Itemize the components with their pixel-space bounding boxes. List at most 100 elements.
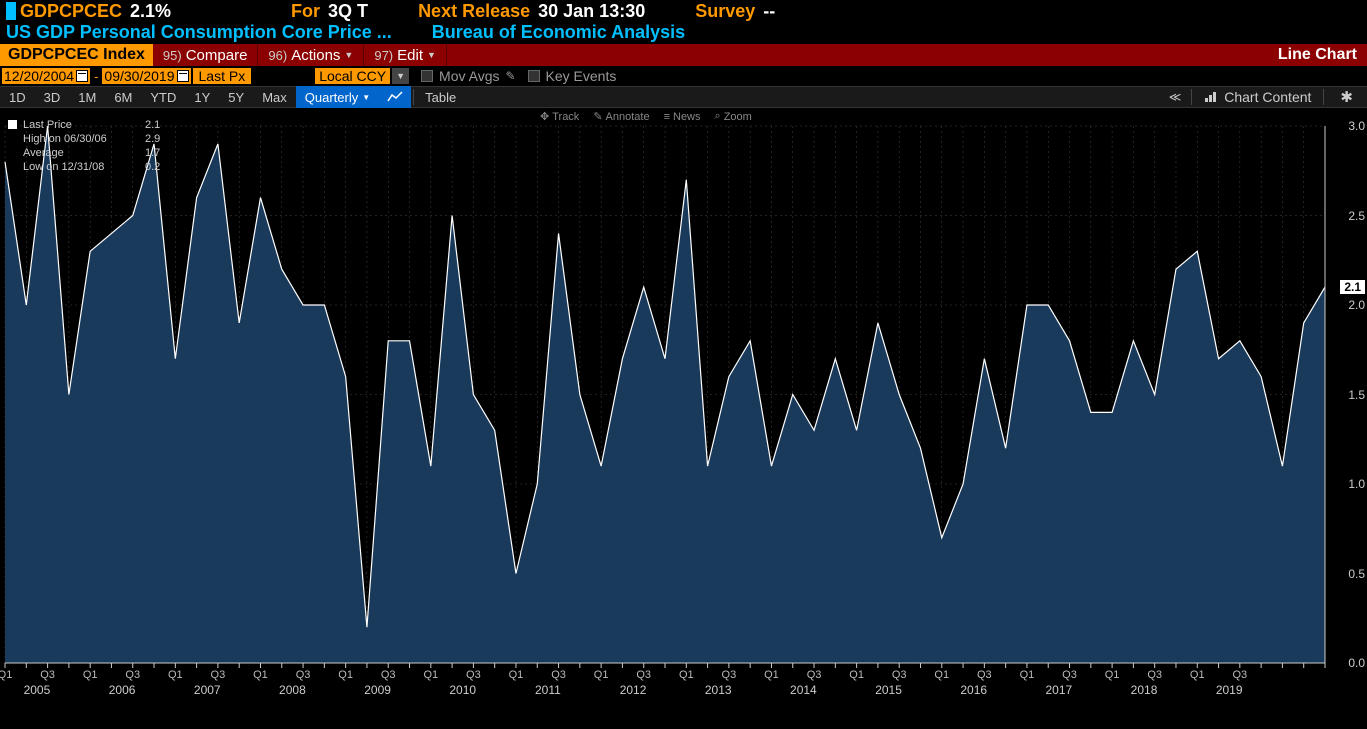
x-quarter-label: Q3 — [1062, 669, 1077, 681]
key-events-checkbox[interactable] — [528, 70, 540, 82]
x-quarter-label: Q1 — [168, 669, 183, 681]
chevron-down-icon[interactable]: ▼ — [392, 68, 409, 84]
x-quarter-label: Q3 — [722, 669, 737, 681]
range-6m[interactable]: 6M — [105, 86, 141, 108]
x-quarter-label: Q3 — [466, 669, 481, 681]
x-year-label: 2010 — [449, 683, 476, 697]
legend-avg-val: 1.7 — [139, 146, 160, 160]
x-quarter-label: Q1 — [338, 669, 353, 681]
key-events-label: Key Events — [542, 68, 621, 84]
index-badge[interactable]: GDPCPCEC Index — [0, 44, 153, 66]
survey-label: Survey — [695, 1, 755, 22]
track-button[interactable]: ✥Track — [540, 110, 579, 123]
x-quarter-label: Q3 — [381, 669, 396, 681]
x-year-label: 2016 — [960, 683, 987, 697]
y-tick-label: 3.0 — [1348, 119, 1365, 133]
crosshair-icon: ✥ — [540, 110, 549, 123]
chart-view-button[interactable] — [379, 86, 411, 108]
edit-label: Edit — [397, 47, 423, 64]
range-5y[interactable]: 5Y — [219, 86, 253, 108]
actions-button[interactable]: 96) Actions ▼ — [258, 44, 364, 66]
collapse-button[interactable]: ≪ — [1161, 90, 1190, 104]
legend-last-price-label: Last Price — [23, 118, 133, 132]
y-tick-label: 1.5 — [1348, 388, 1365, 402]
x-year-label: 2018 — [1131, 683, 1158, 697]
description-text: US GDP Personal Consumption Core Price .… — [6, 22, 392, 42]
x-quarter-label: Q1 — [1020, 669, 1035, 681]
x-quarter-label: Q3 — [1147, 669, 1162, 681]
range-1y[interactable]: 1Y — [185, 86, 219, 108]
chevron-down-icon: ▼ — [344, 50, 353, 60]
currency-text: Local CCY — [319, 68, 386, 84]
ticker-value: 2.1% — [130, 1, 171, 22]
edit-button[interactable]: 97) Edit ▼ — [364, 44, 447, 66]
chart-content-button[interactable]: Chart Content — [1194, 89, 1321, 105]
legend-low-label: Low on 12/31/08 — [23, 160, 133, 174]
header-row-2: US GDP Personal Consumption Core Price .… — [0, 22, 1367, 44]
calendar-icon — [76, 70, 88, 82]
x-quarter-label: Q3 — [40, 669, 55, 681]
x-year-label: 2015 — [875, 683, 902, 697]
range-ytd[interactable]: YTD — [141, 86, 185, 108]
x-year-label: 2012 — [620, 683, 647, 697]
x-quarter-label: Q3 — [977, 669, 992, 681]
range-quarterly[interactable]: Quarterly▼ — [296, 86, 379, 108]
compare-num: 95) — [163, 48, 182, 63]
x-quarter-label: Q1 — [509, 669, 524, 681]
chevron-down-icon: ▼ — [362, 93, 370, 102]
compare-button[interactable]: 95) Compare — [153, 44, 259, 66]
date-from-input[interactable]: 12/20/2004 — [2, 68, 90, 84]
x-quarter-label: Q1 — [679, 669, 694, 681]
x-year-label: 2017 — [1046, 683, 1073, 697]
chart-type-label[interactable]: Line Chart — [1268, 44, 1367, 66]
zoom-button[interactable]: ⌕Zoom — [715, 110, 752, 123]
range-bar: 1D3D1M6MYTD1Y5YMaxQuarterly▼ Table ≪ Cha… — [0, 86, 1367, 108]
x-quarter-label: Q1 — [253, 669, 268, 681]
currency-select[interactable]: Local CCY — [315, 68, 390, 84]
ticker-symbol: GDPCPCEC — [20, 1, 122, 22]
news-icon: ≡ — [664, 111, 670, 123]
legend-low-val: 0.2 — [139, 160, 160, 174]
news-button[interactable]: ≡News — [664, 110, 701, 123]
price-field-select[interactable]: Last Px — [193, 68, 252, 84]
legend-low: Low on 12/31/08 0.2 — [8, 160, 160, 174]
chart-area[interactable]: ✥Track ✎Annotate ≡News ⌕Zoom Last Price … — [0, 108, 1367, 707]
y-tick-label: 0.0 — [1348, 656, 1365, 670]
x-year-label: 2009 — [364, 683, 391, 697]
date-to-text: 09/30/2019 — [104, 68, 174, 84]
chart-icon — [1204, 91, 1218, 103]
legend-avg-label: Average — [23, 146, 133, 160]
date-to-input[interactable]: 09/30/2019 — [102, 68, 190, 84]
range-max[interactable]: Max — [253, 86, 296, 108]
for-label: For — [291, 1, 320, 22]
x-quarter-label: Q1 — [1190, 669, 1205, 681]
x-year-label: 2014 — [790, 683, 817, 697]
actions-label: Actions — [291, 47, 340, 64]
survey-value: -- — [763, 1, 775, 22]
table-button[interactable]: Table — [416, 86, 465, 108]
x-quarter-label: Q1 — [423, 669, 438, 681]
x-quarter-label: Q3 — [296, 669, 311, 681]
x-quarter-label: Q1 — [934, 669, 949, 681]
x-quarter-label: Q3 — [125, 669, 140, 681]
settings-button[interactable]: ✱ — [1326, 88, 1367, 106]
gear-icon: ✱ — [1340, 89, 1353, 106]
legend-high-val: 2.9 — [139, 132, 160, 146]
y-tick-label: 2.0 — [1348, 298, 1365, 312]
actions-num: 96) — [268, 48, 287, 63]
pencil-icon[interactable]: ✎ — [505, 69, 515, 83]
x-quarter-label: Q3 — [636, 669, 651, 681]
x-year-label: 2011 — [535, 683, 561, 697]
range-1m[interactable]: 1M — [69, 86, 105, 108]
chart-svg — [0, 108, 1367, 707]
annotate-button[interactable]: ✎Annotate — [593, 110, 649, 123]
function-bar: GDPCPCEC Index 95) Compare 96) Actions ▼… — [0, 44, 1367, 66]
x-quarter-label: Q3 — [1232, 669, 1247, 681]
next-release-value: 30 Jan 13:30 — [538, 1, 645, 22]
mov-avgs-checkbox[interactable] — [421, 70, 433, 82]
range-1d[interactable]: 1D — [0, 86, 35, 108]
range-3d[interactable]: 3D — [35, 86, 70, 108]
date-dash: - — [92, 69, 100, 84]
header-row-1: GDPCPCEC 2.1% For 3Q T Next Release 30 J… — [0, 0, 1367, 22]
x-quarter-label: Q1 — [83, 669, 98, 681]
